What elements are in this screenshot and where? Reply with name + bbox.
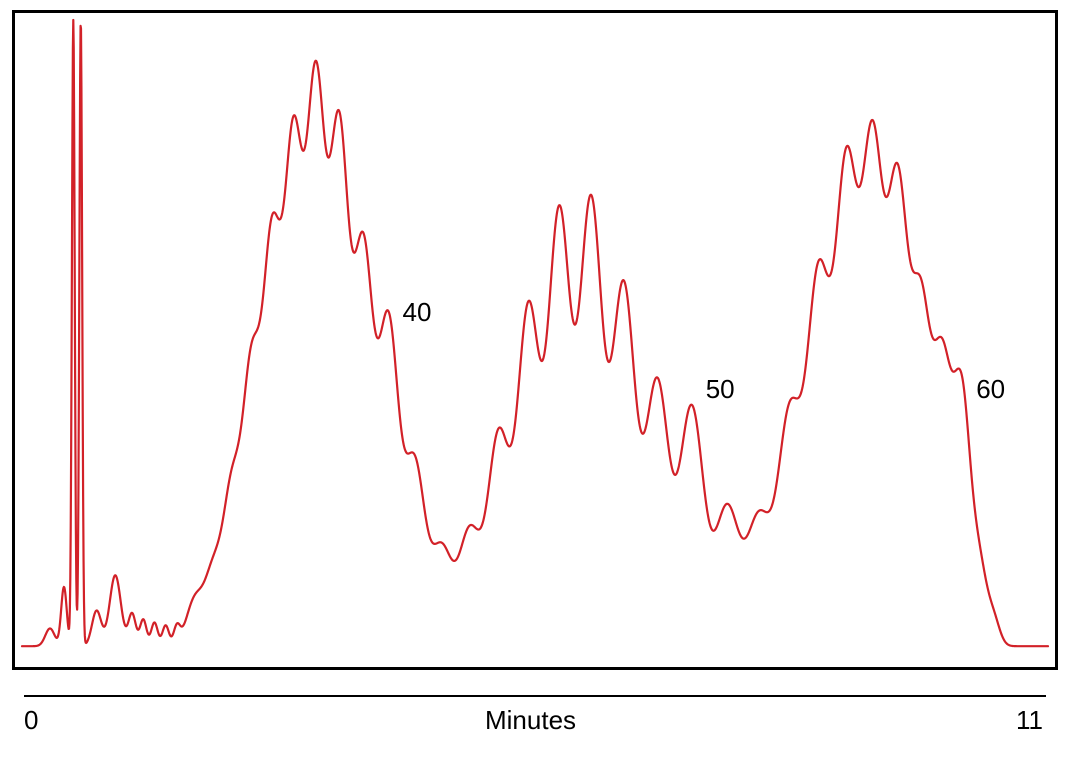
x-axis-tick-0: 0	[24, 705, 38, 736]
peak-label-50: 50	[706, 374, 735, 405]
x-axis-tick-11: 11	[1016, 705, 1043, 736]
chromatogram-trace	[0, 0, 1070, 761]
peak-label-40: 40	[403, 297, 432, 328]
x-axis-title: Minutes	[485, 705, 576, 736]
peak-label-60: 60	[976, 374, 1005, 405]
x-axis-line	[24, 695, 1046, 697]
